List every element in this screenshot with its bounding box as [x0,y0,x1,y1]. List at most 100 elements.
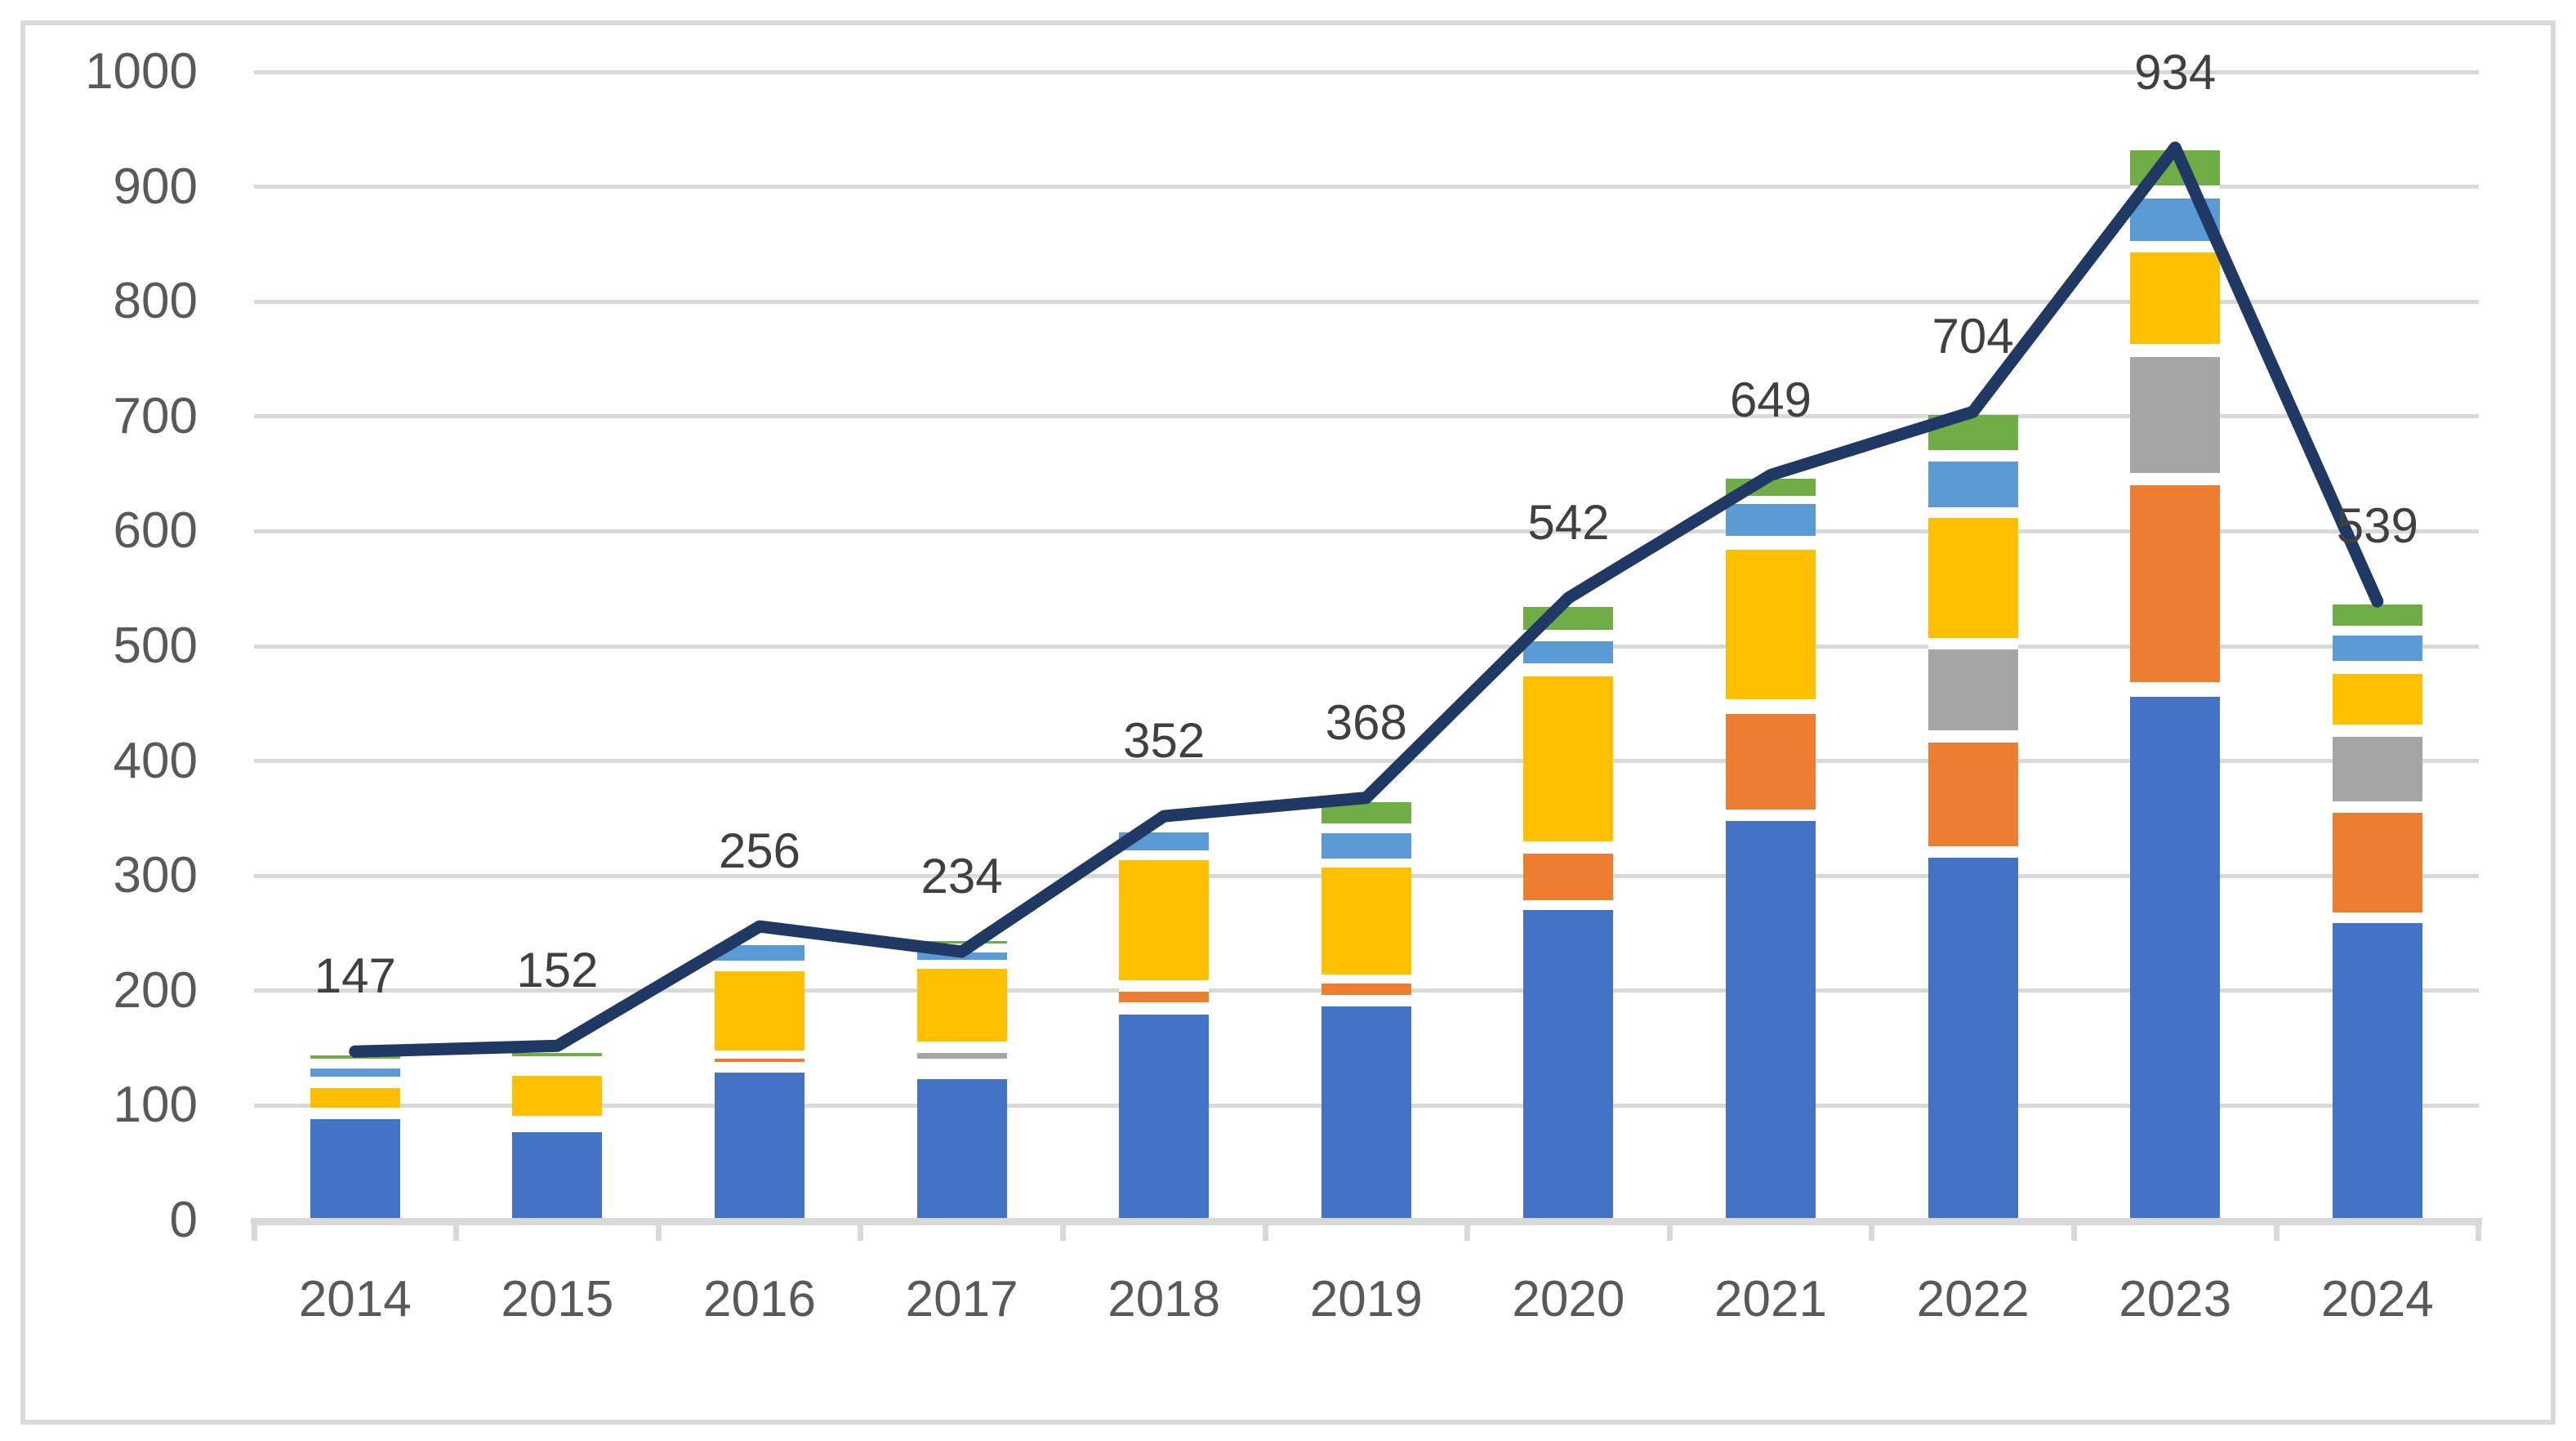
bar-segment-blue-2014 [310,1119,400,1219]
bar-segment-orange-2016 [715,1058,804,1062]
bar-segment-yellow-2024 [2332,673,2422,725]
x-axis-label-2015: 2015 [501,1271,614,1327]
data-label-2015: 152 [516,943,599,998]
gridline-800 [254,299,2479,304]
gridline-500 [254,644,2479,649]
bar-segment-blue-2015 [512,1131,603,1219]
y-axis-label-100: 100 [113,1077,198,1134]
y-axis-label-200: 200 [113,961,198,1019]
x-axis-tick-mark [453,1218,460,1241]
data-label-2023: 934 [2134,44,2217,100]
x-axis-tick-mark [2070,1218,2077,1241]
data-label-2020: 542 [1527,494,1610,550]
y-axis-label-600: 600 [113,502,198,560]
y-axis-label-300: 300 [113,847,198,904]
bar-segment-lightblue-2021 [1726,503,1816,536]
bar-segment-lightblue-2014 [310,1068,400,1077]
y-axis-label-400: 400 [113,732,198,789]
data-label-2022: 704 [1932,309,2014,364]
bar-segment-yellow-2019 [1321,868,1411,975]
x-axis-line [251,1218,2482,1225]
bar-segment-green-2015 [512,1052,603,1056]
bar-segment-orange-2018 [1119,992,1210,1002]
x-axis-label-2024: 2024 [2320,1271,2434,1327]
x-axis-label-2022: 2022 [1916,1271,2030,1327]
data-label-2024: 539 [2336,498,2418,554]
x-axis-label-2019: 2019 [1309,1271,1423,1327]
y-axis-label-900: 900 [113,158,198,215]
bar-segment-gray-2017 [916,1052,1007,1059]
bar-segment-lightblue-2016 [715,944,804,961]
bar-segment-yellow-2018 [1119,859,1210,981]
bar-segment-blue-2020 [1523,910,1614,1219]
x-axis-tick-mark [1059,1218,1066,1241]
x-axis-tick-mark [251,1218,257,1241]
bar-segment-blue-2018 [1119,1015,1210,1219]
bar-segment-orange-2021 [1726,713,1816,810]
bar-segment-orange-2020 [1523,854,1614,900]
data-label-2014: 147 [314,948,396,1004]
bar-segment-gray-2023 [2130,356,2221,473]
bar-segment-blue-2016 [715,1072,804,1219]
x-axis-tick-mark [1464,1218,1471,1241]
bar-segment-lightblue-2020 [1523,641,1614,664]
y-axis-label-1000: 1000 [85,43,198,100]
total-line-path [349,141,2384,1058]
bar-segment-yellow-2015 [512,1075,603,1117]
bar-segment-yellow-2016 [715,970,804,1051]
x-axis-tick-mark [858,1218,864,1241]
y-axis-label-700: 700 [113,387,198,444]
bar-segment-gray-2024 [2332,737,2422,801]
x-axis-label-2017: 2017 [905,1271,1018,1327]
data-label-2019: 368 [1325,694,1407,750]
bar-segment-blue-2022 [1928,857,2018,1219]
bar-segment-yellow-2023 [2130,252,2221,345]
bar-segment-blue-2021 [1726,820,1816,1219]
bar-segment-orange-2022 [1928,743,2018,846]
gridline-1000 [254,69,2479,74]
bar-segment-orange-2019 [1321,984,1411,996]
bar-segment-orange-2024 [2332,812,2422,913]
bar-segment-lightblue-2019 [1321,833,1411,859]
bar-segment-green-2024 [2332,605,2422,626]
bar-segment-yellow-2020 [1523,676,1614,841]
y-axis-label-500: 500 [113,618,198,674]
x-axis-label-2018: 2018 [1108,1271,1221,1327]
bar-segment-blue-2023 [2130,696,2221,1219]
data-label-2018: 352 [1123,713,1206,769]
x-axis-label-2014: 2014 [298,1271,412,1327]
bar-segment-green-2017 [916,940,1007,944]
x-axis-tick-mark [1869,1218,1875,1241]
x-axis-tick-mark [2273,1218,2280,1241]
x-axis-tick-mark [1666,1218,1673,1241]
bar-segment-yellow-2022 [1928,517,2018,639]
gridline-400 [254,759,2479,764]
bar-segment-blue-2024 [2332,922,2422,1219]
x-axis-label-2016: 2016 [703,1271,816,1327]
x-axis-tick-mark [1262,1218,1268,1241]
bar-segment-blue-2019 [1321,1006,1411,1219]
bar-segment-orange-2023 [2130,485,2221,682]
bar-segment-lightblue-2024 [2332,636,2422,662]
y-axis-label-800: 800 [113,273,198,330]
data-label-2017: 234 [920,848,1003,903]
bar-segment-yellow-2021 [1726,549,1816,699]
gridline-600 [254,529,2479,533]
data-label-2016: 256 [718,823,801,879]
x-axis-label-2023: 2023 [2119,1271,2232,1327]
x-axis-tick-mark [2476,1218,2482,1241]
x-axis-label-2021: 2021 [1714,1271,1827,1327]
gridline-900 [254,185,2479,190]
y-axis-label-0: 0 [169,1192,198,1248]
x-axis-tick-mark [655,1218,662,1241]
bar-segment-yellow-2017 [916,969,1007,1042]
bar-segment-blue-2017 [916,1079,1007,1219]
x-axis-label-2020: 2020 [1512,1271,1625,1327]
bar-segment-yellow-2014 [310,1088,400,1109]
bar-segment-lightblue-2022 [1928,461,2018,507]
